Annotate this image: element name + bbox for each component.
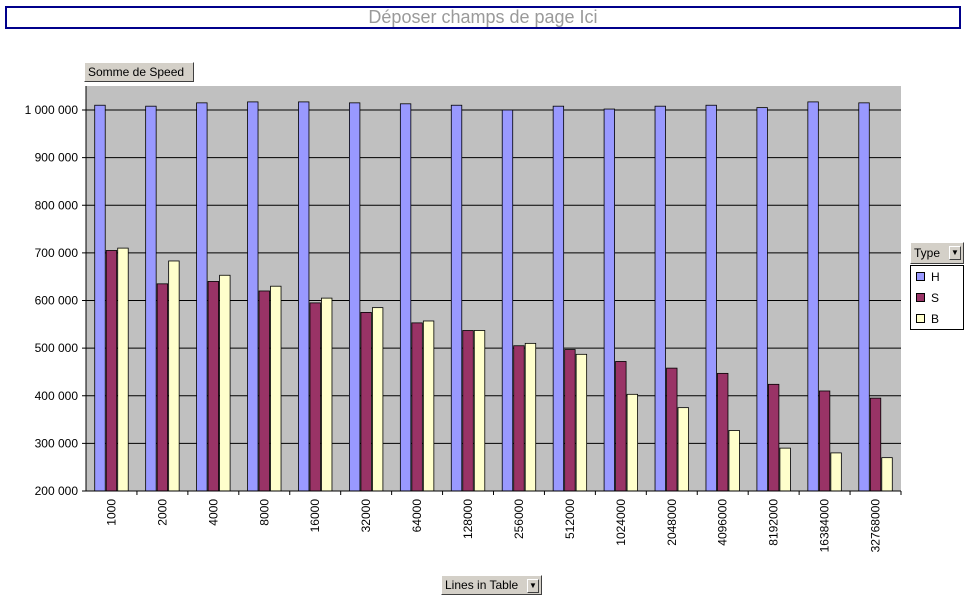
bar-b [219,274,231,492]
x-tick-label: 2000 [155,499,169,526]
legend-item-s: S [916,291,939,305]
bar-h [858,102,870,492]
bar-b [626,393,638,492]
bar-s [309,302,321,492]
bar-s [666,367,678,492]
bar-b [881,457,893,492]
bar-h [196,102,208,492]
bar-b [779,447,791,492]
bar-h [705,104,717,492]
x-tick-label: 256000 [512,499,526,539]
category-field-label: Lines in Table [445,578,519,592]
bar-b [677,407,689,492]
x-tick-label: 512000 [563,499,577,539]
chevron-down-icon[interactable]: ▼ [949,246,961,260]
x-tick-label: 64000 [410,499,424,533]
y-tick-label: 500 000 [35,341,79,355]
page-field-drop-zone[interactable]: Déposer champs de page Ici [5,6,961,29]
legend-swatch-b [916,314,925,324]
x-tick-label: 2048000 [665,499,679,546]
bar-s [411,322,423,492]
bar-b [372,307,384,492]
bar-b [422,320,435,492]
legend: H S B [910,265,964,330]
y-tick-label: 300 000 [35,436,79,450]
bar-h [552,105,565,492]
x-tick-label: 8000 [257,499,271,526]
bar-b [830,452,842,492]
category-field-button[interactable]: Lines in Table ▼ [441,575,542,595]
bar-s [156,283,169,492]
y-tick-label: 600 000 [35,294,79,308]
bar-h [247,101,259,492]
y-tick-label: 700 000 [35,246,79,260]
bar-h [807,101,819,492]
bar-b [117,247,129,492]
legend-label: H [931,270,940,284]
bar-b [168,260,180,492]
bars [94,101,893,492]
bar-h [756,107,768,492]
x-tick-label: 8192000 [767,499,781,546]
x-tick-label: 1000 [104,499,118,526]
x-tick-label: 16384000 [818,499,832,553]
bar-s [258,290,270,492]
bar-h [450,104,463,492]
bar-b [321,297,333,492]
bar-s [360,312,372,492]
bar-s [462,330,474,492]
x-tick-label: 4096000 [716,499,730,546]
x-tick-label: 16000 [308,499,322,533]
bar-s [869,397,882,492]
bar-b [270,285,282,492]
bar-b [524,342,537,492]
x-tick-label: 32000 [359,499,373,533]
legend-label: B [931,312,940,326]
bar-h [603,108,615,492]
x-tick-label: 4000 [206,499,220,526]
bar-b [575,353,588,492]
bar-s [564,349,576,492]
bar-b [728,430,740,492]
bar-s [818,390,831,492]
bar-h [654,105,666,492]
bar-h [501,109,514,492]
y-tick-label: 1 000 000 [25,103,79,117]
bar-s [615,361,627,492]
series-field-label: Type [914,246,941,260]
legend-swatch-s [916,293,925,303]
legend-item-h: H [916,270,940,284]
bar-s [717,372,729,492]
x-tick-label: 1024000 [614,499,628,546]
data-field-button[interactable]: Somme de Speed [84,62,194,82]
y-tick-label: 900 000 [35,151,79,165]
legend-swatch-h [916,272,925,282]
bar-s [207,281,219,492]
legend-label: S [931,291,940,305]
series-field-button[interactable]: Type ▼ [910,242,964,264]
bar-s [768,383,780,492]
bar-h [298,101,310,492]
y-tick-label: 200 000 [35,484,79,498]
bar-h [145,105,157,492]
bar-h [349,102,361,492]
x-tick-label: 128000 [461,499,475,539]
y-tick-label: 400 000 [35,389,79,403]
bar-b [473,330,486,492]
bar-h [399,103,412,492]
bar-s [513,345,525,492]
bar-s [105,250,118,492]
x-tick-label: 32768000 [869,499,883,553]
axes: 200 000 300 000 400 000 500 000 600 000 700 0… [25,86,902,553]
y-tick-label: 800 000 [35,198,79,212]
chevron-down-icon[interactable]: ▼ [527,579,539,593]
legend-item-b: B [916,312,939,326]
bar-h [94,104,106,492]
